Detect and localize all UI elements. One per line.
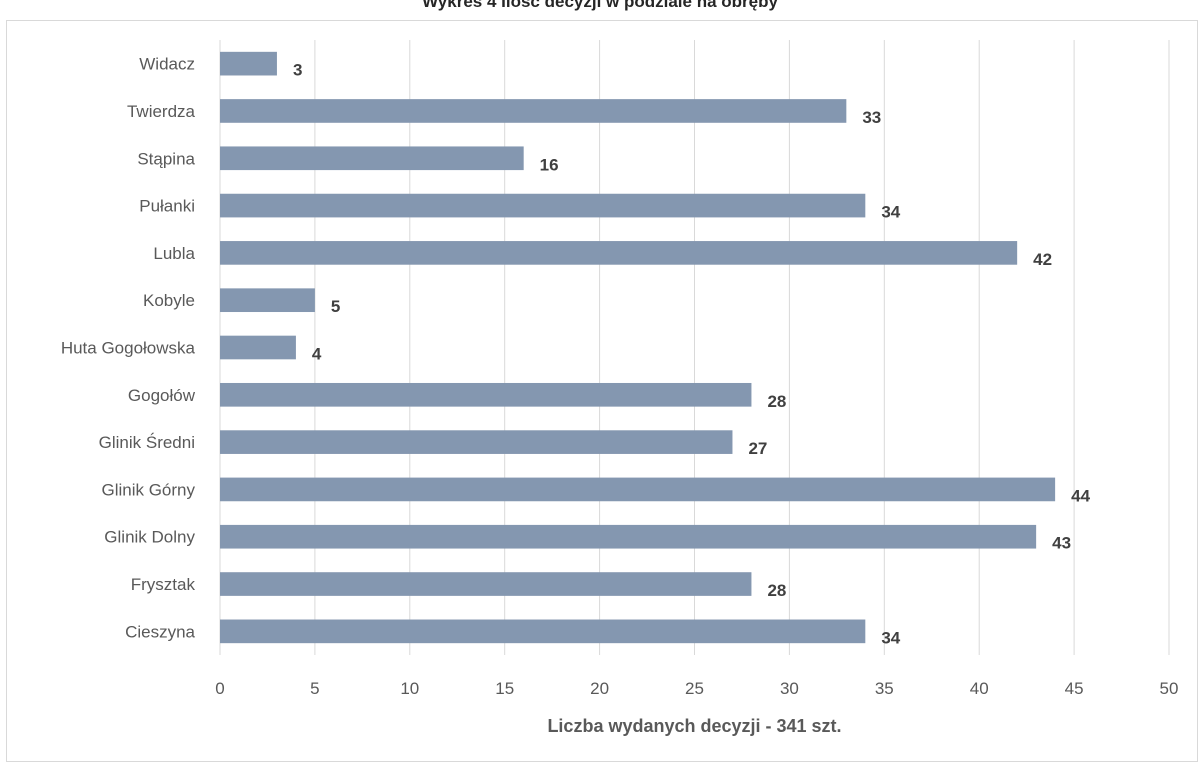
- bar-8: [220, 430, 733, 454]
- x-tick-label: 25: [685, 679, 704, 698]
- category-label: Lubla: [153, 244, 195, 263]
- x-tick-label: 40: [970, 679, 989, 698]
- category-label: Frysztak: [131, 575, 196, 594]
- chart-title: Wykres 4 Ilość decyzji w podziale na obr…: [422, 0, 778, 11]
- category-label: Glinik Dolny: [104, 528, 195, 547]
- bar-12: [220, 619, 866, 644]
- category-label: Stąpina: [137, 149, 195, 168]
- x-tick-label: 15: [495, 679, 514, 698]
- category-labels: Widacz Twierdza Stąpina Pułanki Lubla Kobyle H…: [61, 55, 196, 642]
- bar-1: [220, 99, 847, 123]
- x-tick-label: 50: [1160, 679, 1179, 698]
- x-tick-label: 5: [310, 679, 319, 698]
- data-label: 34: [881, 203, 900, 222]
- category-label: Pułanki: [139, 197, 195, 216]
- category-label: Huta Gogołowska: [61, 339, 196, 358]
- x-tick-label: 45: [1065, 679, 1084, 698]
- x-tick-label: 0: [215, 679, 224, 698]
- x-tick-label: 10: [400, 679, 419, 698]
- bar-6: [220, 335, 296, 360]
- x-tick-labels: 0 5 10 15 20 25 30 35 40 45 50: [215, 679, 1178, 698]
- category-label: Glinik Górny: [101, 480, 195, 499]
- data-label: 42: [1033, 250, 1052, 269]
- x-tick-label: 35: [875, 679, 894, 698]
- bars: [220, 51, 1056, 644]
- x-axis-label: Liczba wydanych decyzji - 341 szt.: [547, 716, 841, 736]
- gridlines: [219, 40, 1170, 655]
- x-tick-label: 20: [590, 679, 609, 698]
- data-label: 27: [748, 439, 767, 458]
- data-label: 16: [540, 155, 559, 174]
- bar-9: [220, 477, 1056, 502]
- bar-2: [220, 146, 524, 171]
- bar-10: [220, 524, 1037, 549]
- bar-4: [220, 241, 1018, 265]
- bar-0: [220, 51, 277, 76]
- data-label: 33: [862, 108, 881, 127]
- data-label: 43: [1052, 534, 1071, 553]
- data-label: 4: [312, 345, 322, 364]
- data-label: 28: [767, 581, 786, 600]
- category-label: Glinik Średni: [99, 433, 195, 452]
- bar-11: [220, 572, 752, 596]
- category-label: Kobyle: [143, 291, 195, 310]
- bar-3: [220, 193, 866, 218]
- x-tick-label: 30: [780, 679, 799, 698]
- bar-7: [220, 382, 752, 407]
- data-label: 5: [331, 297, 340, 316]
- category-label: Twierdza: [127, 102, 196, 121]
- data-label: 34: [881, 628, 900, 647]
- data-label: 28: [767, 392, 786, 411]
- category-label: Cieszyna: [125, 622, 195, 641]
- data-label: 3: [293, 61, 302, 80]
- category-label: Widacz: [139, 55, 195, 74]
- category-label: Gogołów: [128, 386, 196, 405]
- bar-5: [220, 288, 315, 313]
- data-label: 44: [1071, 486, 1090, 505]
